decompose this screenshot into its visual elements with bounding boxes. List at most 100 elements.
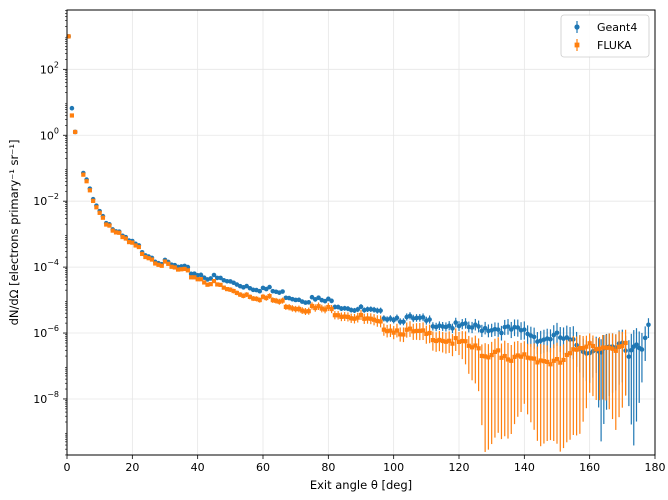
data-point: [581, 345, 586, 351]
legend-box: [560, 14, 650, 58]
data-point: [424, 331, 429, 336]
data-point: [639, 347, 645, 352]
data-point: [407, 326, 413, 331]
data-point: [642, 335, 648, 341]
data-point: [531, 334, 537, 340]
data-point: [234, 290, 239, 296]
data-point: [447, 338, 452, 343]
y-tick-exponent: 2: [54, 60, 59, 69]
legend-label: Geant4: [597, 21, 637, 34]
data-point: [345, 314, 351, 320]
data-point: [329, 306, 334, 312]
data-point: [620, 344, 625, 349]
data-point: [185, 268, 190, 273]
data-point: [104, 222, 109, 227]
data-point: [646, 322, 651, 328]
data-point: [257, 288, 263, 294]
data-point: [192, 275, 197, 280]
data-point: [548, 336, 553, 342]
data-point: [303, 300, 308, 305]
data-point: [166, 261, 171, 266]
data-point: [313, 305, 318, 311]
x-tick-label: 140: [514, 461, 535, 474]
data-point: [401, 332, 406, 337]
data-point: [564, 335, 570, 340]
data-point: [368, 316, 373, 321]
data-point: [159, 263, 164, 268]
data-point: [453, 336, 458, 341]
data-point: [87, 188, 92, 193]
data-point: [309, 294, 315, 300]
data-point: [332, 304, 338, 310]
data-point: [365, 316, 370, 321]
y-tick-exponent: −2: [47, 192, 59, 201]
data-point: [293, 297, 298, 303]
data-point: [427, 317, 432, 322]
data-point: [476, 324, 481, 329]
data-point: [146, 256, 151, 261]
y-tick-label: 10−2: [33, 192, 59, 208]
data-point: [113, 230, 119, 235]
data-point: [417, 328, 422, 333]
data-point: [270, 298, 275, 303]
data-point: [306, 309, 311, 314]
data-point: [205, 282, 210, 287]
data-point: [218, 282, 223, 287]
plot-frame: [66, 9, 656, 456]
data-point: [283, 304, 288, 309]
data-point: [522, 352, 527, 357]
data-point: [355, 307, 361, 312]
y-axis-label: dN/dΩ [electrons primary⁻¹ sr⁻¹]: [7, 140, 21, 326]
data-point: [554, 330, 560, 336]
data-point: [198, 272, 204, 278]
data-point: [293, 307, 298, 312]
data-point: [522, 327, 527, 332]
data-point: [515, 353, 520, 358]
data-point: [224, 278, 230, 284]
data-point: [613, 348, 618, 353]
data-point: [316, 295, 321, 300]
data-point: [434, 338, 439, 344]
data-point: [483, 354, 488, 359]
data-point: [254, 296, 259, 301]
data-point: [538, 358, 543, 363]
data-point: [264, 295, 269, 301]
data-point: [381, 327, 386, 332]
data-point: [375, 318, 380, 324]
data-point: [378, 308, 383, 313]
data-point: [616, 344, 622, 349]
data-point: [541, 359, 547, 364]
x-tick-label: 160: [579, 461, 600, 474]
data-point: [626, 354, 632, 359]
y-tick-label: 10−6: [33, 324, 59, 340]
data-point: [316, 304, 321, 309]
data-point: [362, 316, 367, 321]
data-point: [587, 341, 592, 346]
data-point: [182, 266, 187, 271]
data-point: [322, 298, 328, 304]
data-point: [342, 314, 347, 319]
data-point: [391, 317, 396, 323]
data-point: [600, 345, 605, 350]
data-point: [126, 240, 132, 245]
data-point: [489, 352, 494, 358]
data-point: [505, 357, 511, 362]
y-tick-exponent: −4: [47, 258, 59, 267]
data-point: [558, 360, 563, 365]
data-point: [594, 347, 599, 352]
data-point: [463, 339, 468, 344]
data-point: [597, 346, 602, 351]
y-tick-exponent: −6: [47, 324, 59, 333]
data-point: [502, 353, 507, 359]
data-point: [273, 298, 279, 303]
y-tick-label: 10−4: [33, 258, 59, 274]
data-point: [603, 345, 609, 350]
data-point: [319, 306, 324, 311]
data-point: [179, 267, 184, 272]
data-point: [499, 330, 504, 336]
data-point: [411, 329, 416, 334]
y-tick-label: 10−8: [33, 390, 59, 406]
x-tick-label: 180: [645, 461, 666, 474]
